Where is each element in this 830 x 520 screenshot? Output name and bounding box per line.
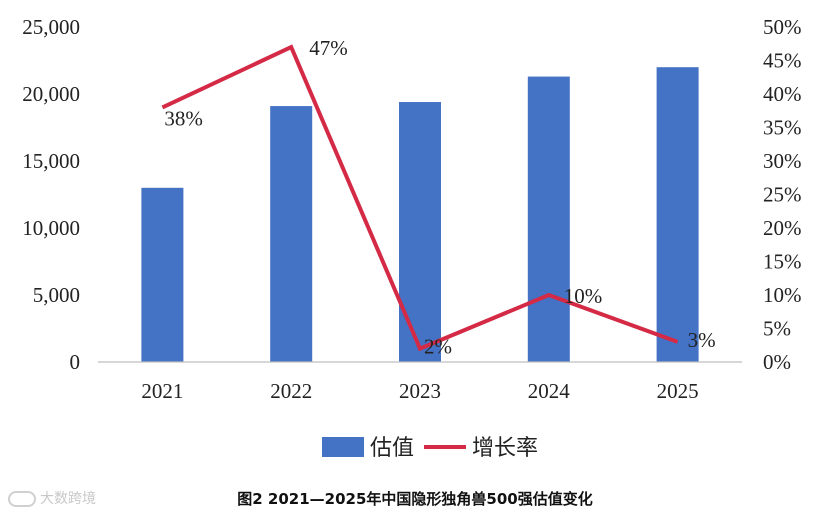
data-label: 2%: [424, 335, 452, 359]
right-tick-label: 35%: [763, 116, 802, 140]
line-series: 38% 47% 2% 10% 3%: [161, 36, 716, 359]
left-tick-label: 20,000: [22, 82, 80, 106]
x-tick-label: 2022: [270, 379, 312, 403]
left-tick-label: 15,000: [22, 149, 80, 173]
legend-bar-swatch: [322, 437, 364, 457]
bar: [270, 106, 313, 362]
right-tick-label: 15%: [763, 250, 802, 274]
x-tick-label: 2021: [141, 379, 183, 403]
bar: [141, 187, 184, 362]
right-axis-ticks: 0% 5% 10% 15% 20% 25% 30% 35% 40% 45% 50%: [763, 15, 802, 374]
left-tick-label: 0: [70, 350, 81, 374]
data-label: 3%: [688, 328, 716, 352]
x-tick-label: 2024: [528, 379, 571, 403]
left-tick-label: 10,000: [22, 216, 80, 240]
bar: [527, 76, 570, 362]
legend-line-label: 增长率: [472, 436, 538, 461]
left-tick-label: 5,000: [33, 283, 80, 307]
legend-bar-label: 估值: [370, 436, 414, 461]
data-label: 38%: [164, 106, 203, 130]
right-tick-label: 50%: [763, 15, 802, 39]
right-tick-label: 25%: [763, 183, 802, 207]
x-axis-ticks: 2021 2022 2023 2024 2025: [141, 379, 698, 403]
left-tick-label: 25,000: [22, 15, 80, 39]
x-tick-label: 2025: [657, 379, 699, 403]
x-tick-label: 2023: [399, 379, 441, 403]
right-tick-label: 0%: [763, 350, 791, 374]
right-tick-label: 20%: [763, 216, 802, 240]
data-label: 47%: [309, 36, 348, 60]
watermark-logo-icon: [8, 491, 36, 507]
bar-series: [141, 67, 699, 362]
left-axis-ticks: 0 5,000 10,000 15,000 20,000 25,000: [22, 15, 80, 374]
growth-rate-line: [161, 44, 679, 352]
data-label: 10%: [564, 284, 603, 308]
bar: [399, 102, 441, 362]
watermark: 大数跨境: [8, 488, 96, 508]
figure-caption: 图2 2021—2025年中国隐形独角兽500强估值变化: [237, 490, 593, 508]
legend: 估值 增长率: [322, 436, 538, 461]
bar: [656, 67, 699, 362]
right-tick-label: 40%: [763, 82, 802, 106]
right-tick-label: 10%: [763, 283, 802, 307]
right-tick-label: 30%: [763, 149, 802, 173]
watermark-text: 大数跨境: [40, 491, 96, 507]
right-tick-label: 45%: [763, 49, 802, 73]
right-tick-label: 5%: [763, 317, 791, 341]
